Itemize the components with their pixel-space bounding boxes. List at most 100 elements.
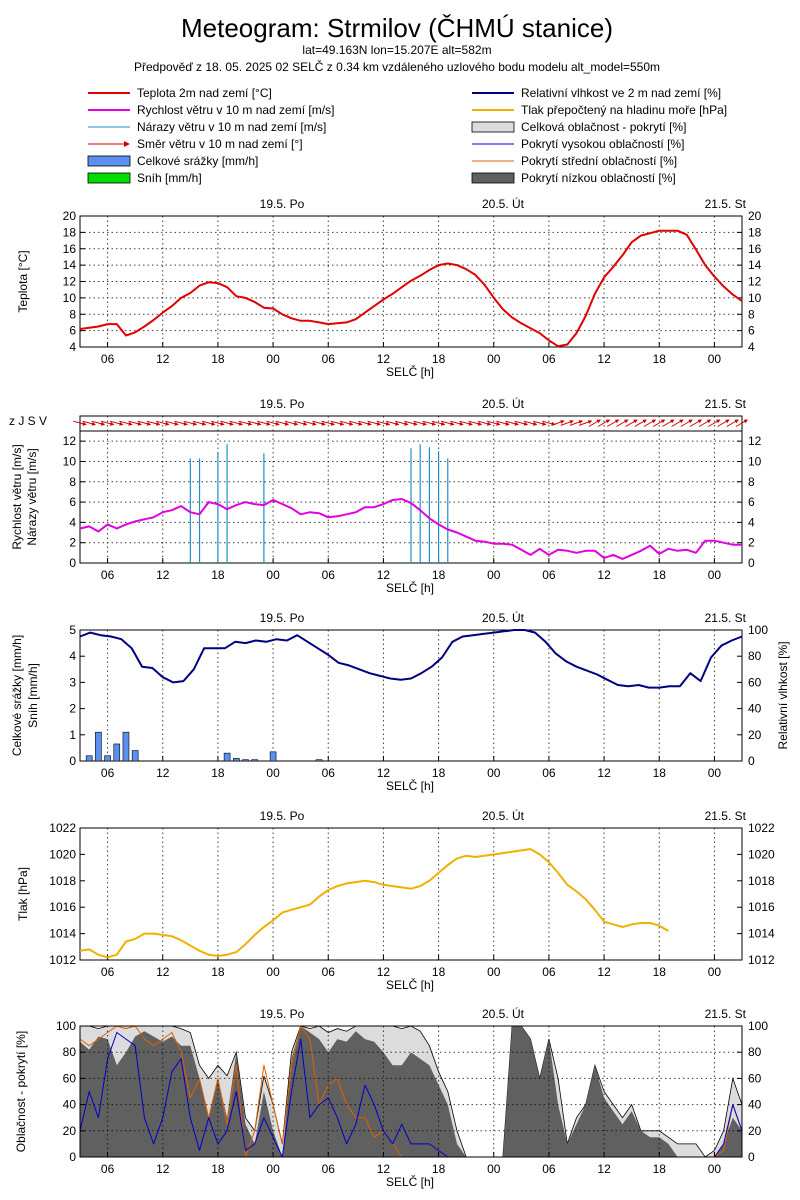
- arrow-shaft: [119, 420, 131, 425]
- y-tick-label: 10: [748, 291, 762, 305]
- y-axis-label: Teplota [°C]: [16, 250, 30, 312]
- arrow-shaft: [532, 420, 545, 425]
- arrow-head: [128, 421, 133, 426]
- arrow-head: [743, 419, 749, 424]
- x-tick-label: 12: [597, 1162, 611, 1176]
- arrow-head: [716, 419, 721, 424]
- x-tick-label: 18: [432, 1162, 446, 1176]
- y-tick-label: 80: [63, 1045, 77, 1059]
- legend-label: Sníh [mm/h]: [137, 171, 202, 185]
- x-tick-label: 18: [653, 1162, 667, 1176]
- y-tick-label: 2: [748, 536, 755, 550]
- station-coordinates: lat=49.163N lon=15.207E alt=582m: [302, 43, 491, 57]
- wind-direction-arrow: [643, 419, 657, 427]
- arrow-head: [413, 421, 418, 426]
- arrow-head: [697, 419, 703, 424]
- x-tick-label: 18: [211, 352, 225, 366]
- plot-frame: [79, 827, 743, 961]
- y-tick-label: 4: [69, 340, 76, 354]
- wind-direction-arrow: [505, 420, 519, 426]
- x-tick-label: 12: [156, 1162, 170, 1176]
- wind-direction-arrow: [82, 420, 96, 426]
- y-tick-label: 12: [63, 275, 77, 289]
- precipitation-bar: [242, 759, 249, 762]
- precipitation-bar: [104, 755, 111, 762]
- wind-direction-arrow: [91, 420, 106, 426]
- wind-direction-arrow: [431, 420, 446, 426]
- arrow-head: [542, 421, 547, 426]
- wind-direction-arrow: [698, 419, 712, 427]
- arrow-shaft: [394, 420, 407, 425]
- x-tick-label: 00: [266, 1162, 280, 1176]
- wind-direction-arrow: [532, 420, 547, 426]
- arrow-shaft: [376, 420, 389, 425]
- arrow-head: [183, 421, 188, 426]
- wind-direction-arrow: [211, 420, 225, 426]
- x-tick-label: 00: [708, 352, 722, 366]
- wind-direction-arrow: [155, 420, 170, 426]
- y-tick-label: 20: [748, 728, 762, 742]
- arrow-shaft: [496, 420, 508, 425]
- arrow-head: [642, 419, 647, 424]
- y-tick-label: 1014: [49, 927, 76, 941]
- y-tick-label: 6: [748, 495, 755, 509]
- y-tick-label: 60: [748, 1071, 762, 1085]
- arrow-shaft: [404, 420, 416, 425]
- x-tick-label: 06: [101, 352, 115, 366]
- x-tick-label: 06: [322, 766, 336, 780]
- arrow-head: [514, 421, 519, 426]
- wind-direction-arrow: [302, 420, 317, 426]
- forecast-info: Předpověď z 18. 05. 2025 02 SELČ z 0.34 …: [134, 59, 660, 74]
- arrow-head: [192, 421, 198, 426]
- arrow-shaft: [266, 420, 279, 425]
- x-tick-label: 12: [597, 965, 611, 979]
- wind-direction-arrow: [726, 419, 739, 427]
- y-tick-label: 8: [748, 307, 755, 321]
- arrow-head: [109, 421, 115, 426]
- arrow-shaft: [523, 420, 536, 425]
- arrow-head: [257, 421, 262, 426]
- arrow-head: [367, 421, 372, 426]
- arrow-head: [450, 421, 455, 426]
- precipitation-bar: [95, 731, 102, 762]
- x-tick-label: 00: [708, 766, 722, 780]
- arrow-head: [247, 421, 253, 426]
- arrow-head: [137, 421, 142, 426]
- wind-direction-arrow: [128, 420, 142, 426]
- arrow-head: [174, 421, 179, 426]
- wind-direction-arrow: [321, 420, 336, 426]
- wind-direction-arrow: [183, 420, 198, 426]
- arrow-head: [303, 421, 308, 426]
- wind-direction-arrow: [119, 420, 133, 426]
- day-label: 21.5. St: [705, 611, 747, 625]
- y-tick-label: 8: [69, 307, 76, 321]
- y-tick-label: 20: [63, 1124, 77, 1138]
- y-axis-label-right: Relativní vlhkost [%]: [776, 641, 790, 749]
- y-tick-label: 40: [748, 1098, 762, 1112]
- arrow-shaft: [413, 420, 426, 425]
- precipitation-bar: [131, 750, 139, 762]
- arrow-shaft: [459, 420, 472, 425]
- arrow-head: [605, 419, 611, 424]
- arrow-shaft: [431, 420, 444, 425]
- wind-direction-arrow: [606, 419, 620, 427]
- y-tick-label: 16: [748, 242, 762, 256]
- arrow-head: [119, 421, 124, 426]
- arrow-shaft: [505, 420, 518, 425]
- day-label: 21.5. St: [705, 809, 747, 823]
- wind-direction-arrow: [588, 419, 601, 427]
- legend-label: Celkové srážky [mm/h]: [137, 154, 258, 168]
- x-axis-label: SELČ [h]: [386, 977, 434, 992]
- pressure-panel: 06 12 18 00 06 12 18 00 06 12 18 00 SELČ [h] 19.5. Po…: [16, 808, 775, 992]
- wind-direction-arrow: [440, 420, 455, 426]
- arrow-head: [596, 419, 601, 424]
- wind-direction-arrow: [514, 420, 529, 426]
- legend-label: Směr větru v 10 m nad zemí [°]: [137, 137, 303, 151]
- y-tick-label: 20: [748, 1124, 762, 1138]
- precipitation-bar: [251, 759, 258, 762]
- y-tick-label: 0: [748, 1150, 755, 1164]
- arrow-head: [505, 421, 510, 426]
- y-tick-label: 6: [69, 324, 76, 338]
